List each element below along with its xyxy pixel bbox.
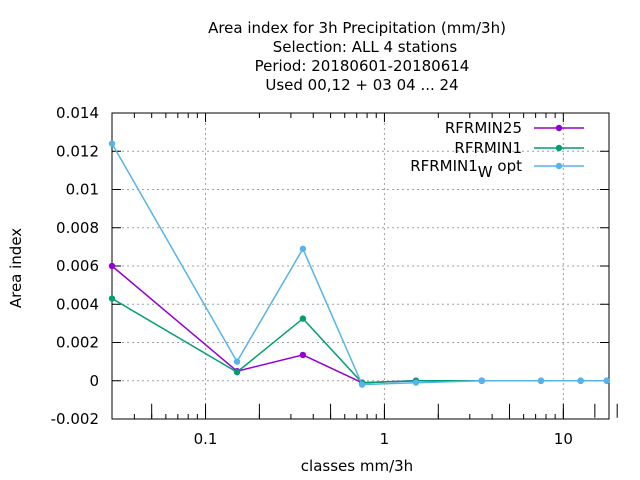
y-tick-label: 0.006 xyxy=(56,257,99,275)
legend-label: RFRMIN1W opt xyxy=(410,157,522,181)
grid-lines xyxy=(112,113,609,419)
x-tick-label: 0.1 xyxy=(194,430,218,448)
y-tick-label: 0 xyxy=(89,372,99,390)
x-tick-label: 10 xyxy=(554,430,573,448)
legend-label: RFRMIN1 xyxy=(454,139,522,157)
legend-label-subscript: W xyxy=(478,163,493,181)
x-tick-label: 1 xyxy=(380,430,390,448)
title-line-3: Period: 20180601-20180614 xyxy=(255,57,470,75)
y-tick-label: 0.004 xyxy=(56,295,99,313)
chart-title: Area index for 3h Precipitation (mm/3h) … xyxy=(208,19,506,94)
plot-frame xyxy=(111,112,610,420)
data-point xyxy=(412,379,420,386)
legend-label: RFRMIN25 xyxy=(445,119,522,137)
y-tick-label: 0.014 xyxy=(56,104,99,122)
legend-marker xyxy=(555,124,563,132)
y-axis-label: Area index xyxy=(7,228,25,308)
data-point xyxy=(603,377,611,384)
legend-marker xyxy=(555,162,563,170)
y-tick-label: 0.012 xyxy=(56,142,99,160)
data-point xyxy=(299,351,307,359)
data-point xyxy=(577,377,584,384)
y-tick-label: 0.008 xyxy=(56,219,99,237)
data-point xyxy=(358,381,366,388)
y-tick-label: -0.002 xyxy=(51,410,99,428)
data-point xyxy=(299,245,307,252)
data-point xyxy=(478,377,485,384)
series-lines xyxy=(108,140,611,388)
data-point xyxy=(537,377,545,384)
legend-label-main: RFRMIN1 xyxy=(410,157,478,175)
legend-label-suffix: opt xyxy=(493,157,522,175)
title-line-2: Selection: ALL 4 stations xyxy=(273,38,458,56)
title-line-1: Area index for 3h Precipitation (mm/3h) xyxy=(208,19,506,37)
data-point xyxy=(233,368,241,376)
series-line xyxy=(111,143,607,386)
series-line xyxy=(111,265,607,384)
series-line xyxy=(111,297,482,384)
x-axis-label: classes mm/3h xyxy=(301,457,413,475)
data-point xyxy=(108,262,116,270)
y-tick-label: 0.002 xyxy=(56,334,99,352)
y-tick-label: 0.01 xyxy=(66,181,99,199)
data-point xyxy=(108,295,116,302)
legend-marker xyxy=(555,144,563,152)
tick-labels: -0.002 0 0.002 0.004 0.006 0.008 0.01 0.012 0.01… xyxy=(51,104,573,448)
data-point xyxy=(299,315,307,322)
title-line-4: Used 00,12 + 03 04 ... 24 xyxy=(265,76,458,94)
data-point xyxy=(233,358,241,365)
data-point xyxy=(108,140,116,147)
